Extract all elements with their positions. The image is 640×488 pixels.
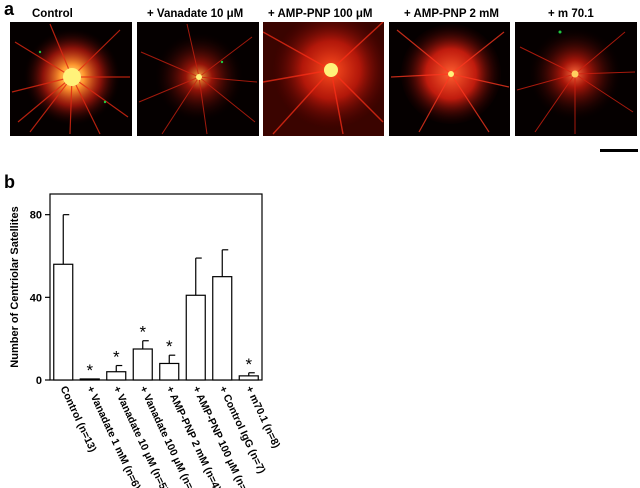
micrograph-amppnp-100-image: [263, 22, 384, 136]
micrograph-control: [10, 22, 132, 136]
bar-3: [132, 348, 153, 381]
micrograph-control-image: [11, 23, 130, 135]
bar-0: [53, 263, 74, 381]
image-label-amppnp-2mm: + AMP-PNP 2 mM: [404, 8, 499, 20]
image-label-amppnp-100: + AMP-PNP 100 μM: [268, 8, 373, 20]
panel-b-letter: b: [4, 172, 15, 192]
bar-7: [238, 375, 259, 381]
micrograph-m70: [515, 22, 637, 136]
y-tick-label-0: 0: [36, 375, 42, 387]
plot-frame: [49, 193, 263, 381]
bar-4: [159, 362, 180, 381]
y-tick-label-2: 80: [30, 210, 42, 222]
image-label-vanadate: + Vanadate 10 μM: [147, 8, 244, 20]
micrograph-vanadate: [137, 22, 259, 136]
panel-a-letter: a: [4, 0, 15, 19]
bar-6: [212, 276, 233, 381]
micrograph-amppnp-100: [263, 22, 384, 136]
significance-marker-3: *: [139, 323, 146, 342]
bar-5: [185, 294, 206, 381]
significance-marker-1: *: [86, 361, 93, 380]
bar-2: [106, 371, 127, 381]
scale-bar: [600, 149, 638, 152]
image-label-m70: + m 70.1: [548, 8, 594, 20]
y-axis-label: Number of Centriolar Satellites: [9, 206, 21, 367]
micrograph-m70-image: [516, 28, 636, 134]
image-label-control: Control: [32, 8, 73, 20]
significance-marker-4: *: [166, 337, 173, 356]
micrograph-vanadate-image: [138, 23, 258, 135]
y-tick-label-1: 40: [30, 292, 42, 304]
micrograph-amppnp-2mm-image: [390, 24, 510, 133]
bar-1: [79, 378, 100, 381]
micrograph-amppnp-2mm: [389, 22, 510, 136]
significance-marker-7: *: [245, 355, 252, 374]
significance-marker-2: *: [113, 348, 120, 367]
